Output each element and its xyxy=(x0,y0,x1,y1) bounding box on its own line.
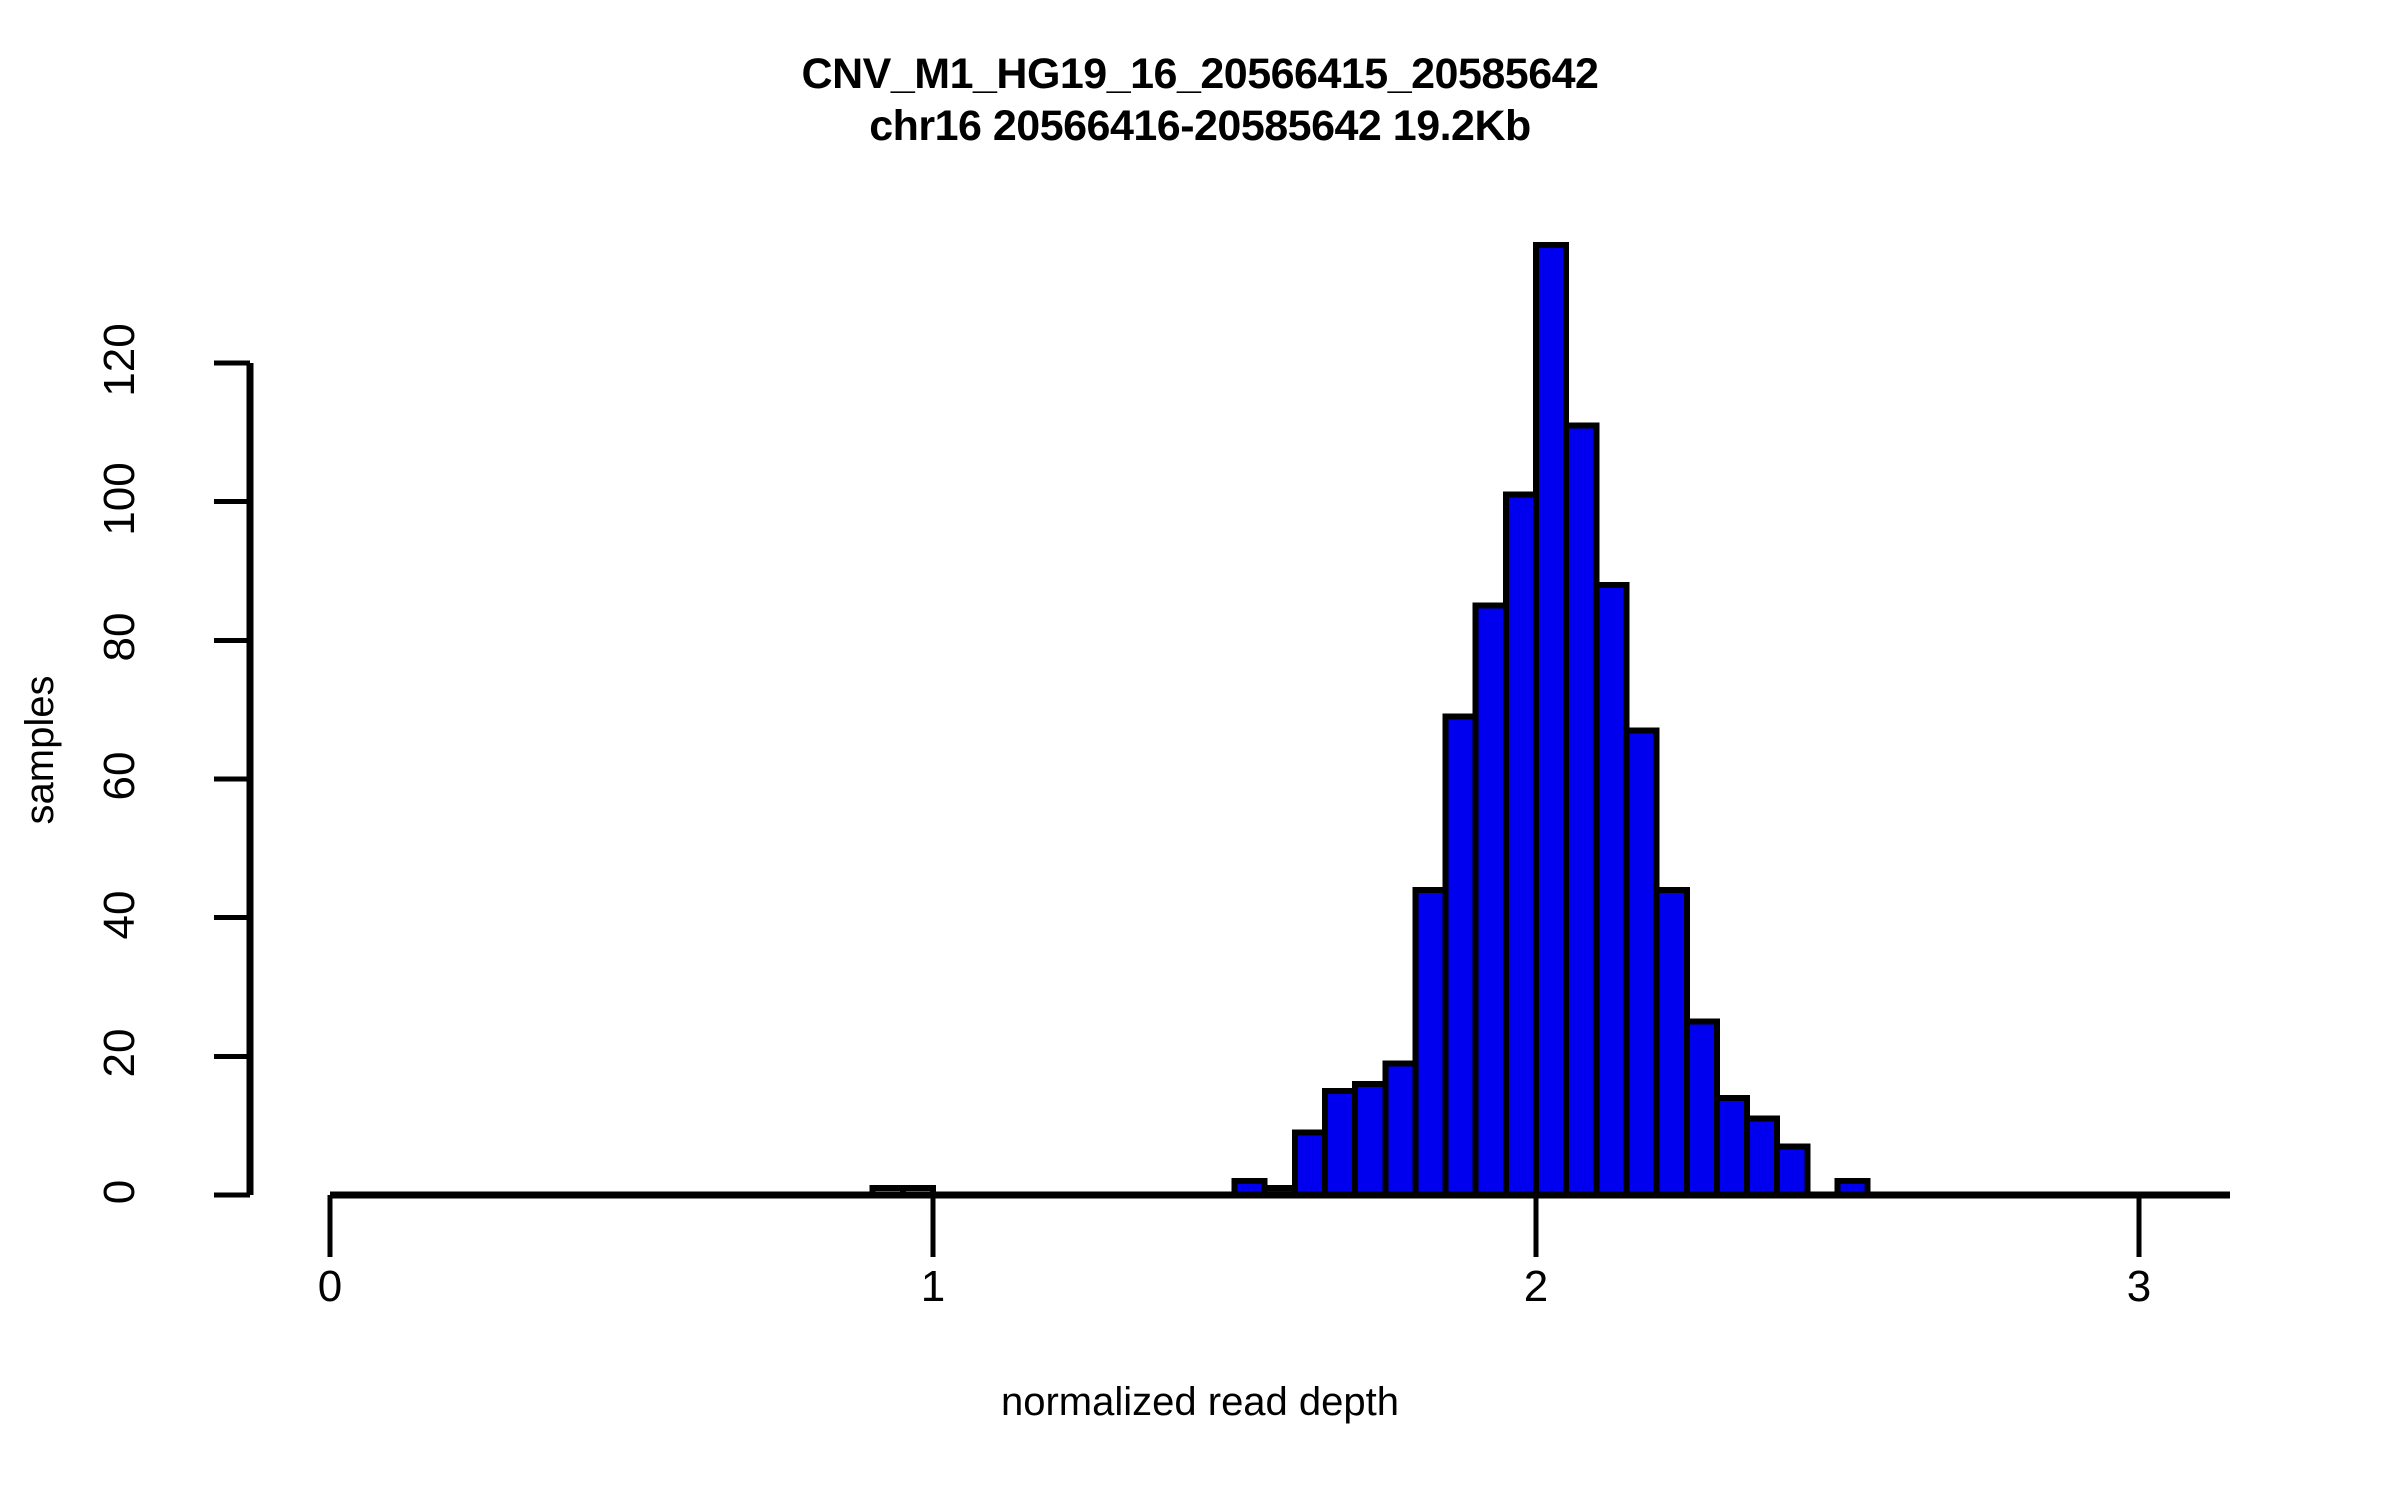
histogram-bar xyxy=(1291,1129,1328,1198)
histogram-bar xyxy=(1321,1088,1359,1198)
plot-title-line-2: chr16 20566416-20585642 19.2Kb xyxy=(869,102,1531,151)
x-tick-label: 0 xyxy=(317,1262,343,1311)
y-tick-label: 60 xyxy=(95,751,144,801)
histogram-bar xyxy=(1713,1094,1751,1199)
y-tick-label: 80 xyxy=(95,612,144,662)
x-tick-label: 3 xyxy=(2126,1262,2152,1311)
y-tick-label: 120 xyxy=(95,323,144,397)
histogram-bar xyxy=(1442,713,1479,1198)
y-tick-label: 40 xyxy=(95,890,144,940)
histogram-bar xyxy=(1683,1018,1720,1199)
y-tick-label: 100 xyxy=(95,461,144,536)
x-axis-label: normalized read depth xyxy=(1000,1380,1400,1424)
histogram-bar xyxy=(1472,602,1509,1198)
plot-title: CNV_M1_HG19_16_20566415_20585642 chr16 2… xyxy=(0,48,2400,153)
histogram-bar xyxy=(1563,422,1600,1198)
y-tick-label: 20 xyxy=(95,1028,144,1078)
histogram-bar xyxy=(1352,1081,1389,1198)
x-tick-label: 1 xyxy=(920,1262,946,1311)
plot-title-line-1: CNV_M1_HG19_16_20566415_20585642 xyxy=(801,50,1599,98)
histogram-bar xyxy=(1744,1115,1781,1198)
x-tick-label: 2 xyxy=(1523,1262,1549,1311)
histogram-bar xyxy=(1593,581,1630,1198)
y-tick-label: 0 xyxy=(95,1179,144,1205)
histogram-bar xyxy=(1623,727,1660,1198)
histogram-bar xyxy=(1502,491,1539,1198)
axes-layer xyxy=(214,360,2230,1257)
histogram-bar xyxy=(1653,886,1690,1199)
histogram-bar xyxy=(1412,886,1449,1199)
histogram-bar xyxy=(1774,1143,1811,1199)
histogram-bar xyxy=(1382,1060,1419,1199)
bars-layer xyxy=(869,242,1871,1199)
histogram-bar xyxy=(1533,242,1570,1198)
